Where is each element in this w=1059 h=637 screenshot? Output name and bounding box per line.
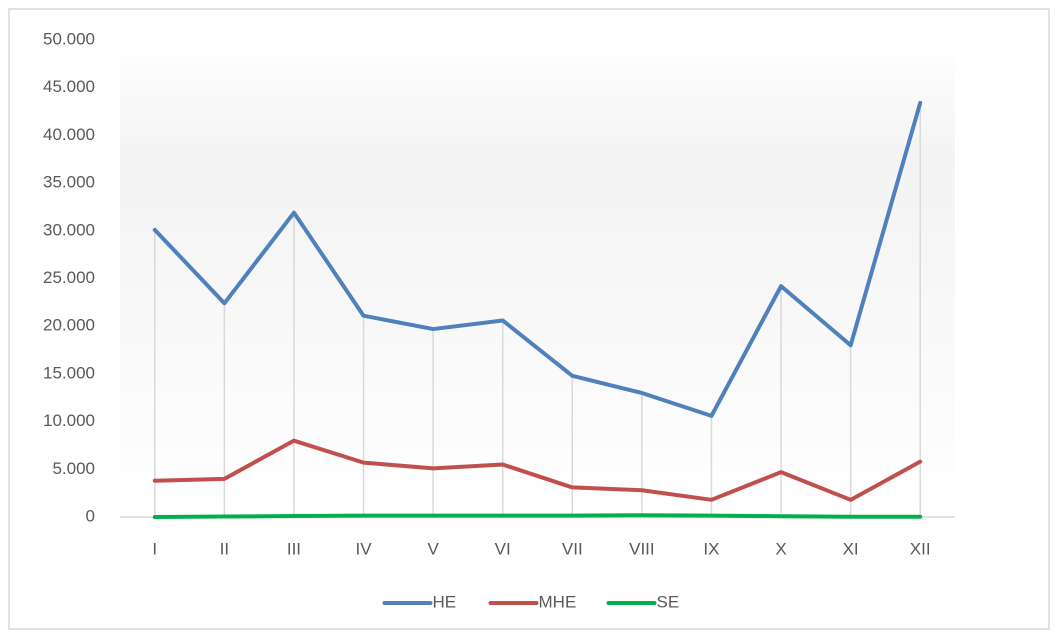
- x-tick-label: VII: [562, 539, 583, 558]
- y-tick-label: 30.000: [43, 220, 95, 239]
- line-series: [152, 438, 923, 502]
- x-tick-label: III: [287, 539, 301, 558]
- x-tick-label: I: [152, 539, 157, 558]
- x-tick-label: VI: [495, 539, 511, 558]
- y-tick-label: 40.000: [43, 125, 95, 144]
- y-tick-label: 45.000: [43, 77, 95, 96]
- line-series: [152, 100, 923, 418]
- y-tick-label: 0: [86, 506, 95, 525]
- plot-area: [120, 40, 955, 517]
- x-tick-label: XI: [843, 539, 859, 558]
- x-tick-label: XII: [910, 539, 931, 558]
- legend-label: SE: [657, 592, 680, 611]
- x-tick-label: V: [427, 539, 439, 558]
- y-tick-label: 5.000: [52, 459, 95, 478]
- x-tick-label: VIII: [629, 539, 655, 558]
- y-tick-label: 20.000: [43, 316, 95, 335]
- legend-label: MHE: [539, 592, 577, 611]
- y-tick-label: 10.000: [43, 411, 95, 430]
- x-tick-label: X: [775, 539, 786, 558]
- legend-label: HE: [433, 592, 457, 611]
- y-tick-label: 25.000: [43, 268, 95, 287]
- y-tick-label: 50.000: [43, 29, 95, 48]
- line-series: [152, 513, 923, 519]
- y-tick-label: 35.000: [43, 173, 95, 192]
- x-tick-label: II: [220, 539, 229, 558]
- x-tick-label: IV: [356, 539, 373, 558]
- x-tick-label: IX: [703, 539, 719, 558]
- y-tick-label: 15.000: [43, 363, 95, 382]
